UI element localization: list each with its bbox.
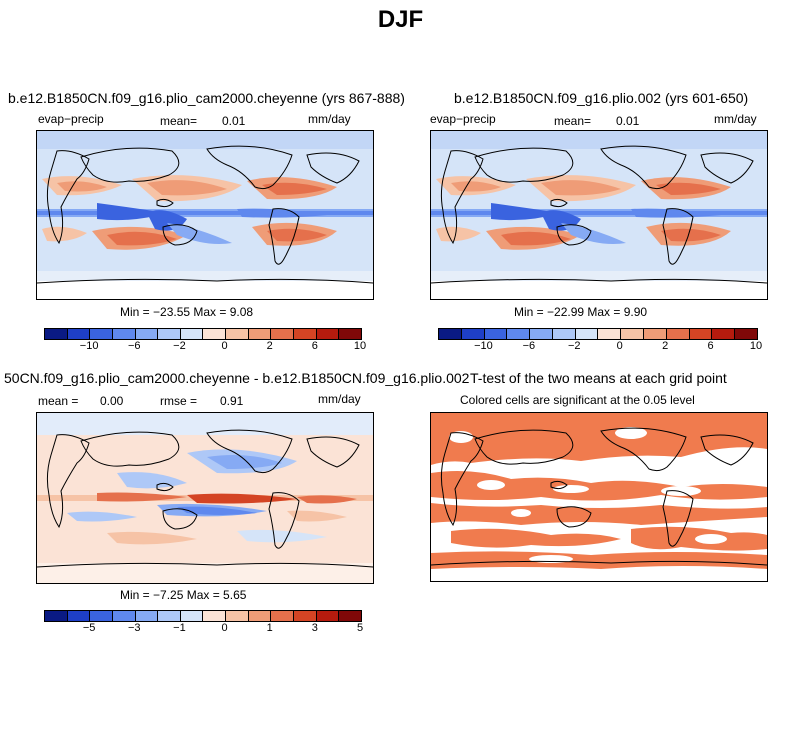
colorbar-tick-label: −2 (568, 340, 581, 352)
colorbar-swatch (45, 329, 68, 339)
colorbar-tick-label: 0 (221, 340, 228, 352)
colorbar-swatch (735, 329, 757, 339)
colorbar-swatch (180, 611, 204, 621)
panel3-rmse-value: 0.91 (220, 394, 244, 408)
colorbar-swatch (552, 329, 576, 339)
colorbar-swatch (112, 611, 136, 621)
colorbar-tick-label: −10 (79, 340, 99, 352)
colorbar-swatch (248, 329, 272, 339)
colorbar-tick-label: −1 (173, 622, 186, 634)
panel4-title: T-test of the two means at each grid poi… (470, 370, 727, 386)
panel3-title: 50CN.f09_g16.plio_cam2000.cheyenne - b.e… (4, 370, 470, 386)
colorbar-tick-label: 1 (266, 622, 273, 634)
colorbar-swatch (666, 329, 690, 339)
colorbar-tick-label: −6 (128, 340, 141, 352)
panel3-units: mm/day (318, 392, 361, 406)
colorbar-swatch (135, 329, 159, 339)
colorbar-tick-label: −6 (522, 340, 536, 352)
colorbar-tick-label: −10 (474, 340, 493, 352)
panel3-colorbar-ticks: −5 −3 −1 0 1 3 5 (44, 620, 364, 634)
colorbar-swatch (67, 611, 91, 621)
colorbar-swatch (294, 611, 317, 621)
colorbar-tick-label: 2 (662, 340, 669, 352)
colorbar-swatch (621, 329, 645, 339)
colorbar-swatch (203, 329, 227, 339)
panel1-variable: evap−precip (38, 112, 104, 126)
colorbar-swatch (439, 329, 462, 339)
colorbar-swatch (135, 611, 159, 621)
colorbar-tick-label: 6 (707, 340, 714, 352)
panel1-colorbar-ticks: −10 −6 −2 0 2 6 10 (44, 338, 366, 352)
panel2-mean-label: mean= (554, 114, 592, 128)
colorbar-swatch (90, 611, 113, 621)
colorbar-tick-label: −2 (173, 340, 186, 352)
colorbar-swatch (112, 329, 136, 339)
colorbar-swatch (339, 611, 361, 621)
colorbar-tick-label: 3 (311, 622, 318, 634)
colorbar-swatch (248, 611, 272, 621)
colorbar-swatch (158, 611, 181, 621)
panel3-rmse-label: rmse = (160, 394, 198, 408)
colorbar-swatch (158, 329, 181, 339)
panel2-variable: evap−precip (430, 112, 496, 126)
panel2-colorbar-ticks: −10 −6 −2 0 2 6 10 (438, 338, 762, 352)
colorbar-tick-label: 5 (356, 622, 364, 634)
panel3-mean-value: 0.00 (100, 394, 124, 408)
colorbar-tick-label: 10 (749, 340, 763, 352)
page-title: DJF (377, 6, 424, 33)
colorbar-swatch (180, 329, 204, 339)
colorbar-swatch (507, 329, 531, 339)
colorbar-tick-label: −5 (82, 622, 96, 634)
colorbar-swatch (461, 329, 485, 339)
colorbar-swatch (226, 611, 249, 621)
colorbar-swatch (271, 611, 295, 621)
panel3-mean-label: mean = (38, 394, 79, 408)
colorbar-swatch (598, 329, 622, 339)
panel3-map (36, 412, 374, 584)
colorbar-swatch (712, 329, 736, 339)
colorbar-swatch (689, 329, 713, 339)
colorbar-swatch (316, 329, 340, 339)
panel2-units: mm/day (714, 112, 757, 126)
colorbar-tick-label: 10 (353, 340, 367, 352)
colorbar-swatch (530, 329, 553, 339)
panel1-colorbar (44, 328, 362, 340)
panel1-title: b.e12.B1850CN.f09_g16.plio_cam2000.cheye… (8, 90, 405, 106)
panel1-minmax: Min = −23.55 Max = 9.08 (120, 305, 254, 319)
panel4-subtitle: Colored cells are significant at the 0.0… (460, 393, 695, 407)
panel3-minmax: Min = −7.25 Max = 5.65 (120, 588, 247, 602)
panel4-map (430, 412, 768, 582)
colorbar-swatch (90, 329, 113, 339)
panel1-mean-value: 0.01 (222, 114, 246, 128)
colorbar-swatch (45, 611, 68, 621)
panel2-minmax: Min = −22.99 Max = 9.90 (514, 305, 648, 319)
colorbar-swatch (644, 329, 667, 339)
colorbar-tick-label: 2 (266, 340, 273, 352)
colorbar-tick-label: 6 (311, 340, 318, 352)
panel2-mean-value: 0.01 (616, 114, 640, 128)
panel2-colorbar (438, 328, 758, 340)
colorbar-swatch (271, 329, 295, 339)
colorbar-tick-label: −3 (128, 622, 141, 634)
colorbar-swatch (294, 329, 317, 339)
colorbar-swatch (339, 329, 361, 339)
colorbar-swatch (575, 329, 599, 339)
colorbar-swatch (226, 329, 249, 339)
panel1-map (36, 130, 374, 300)
colorbar-swatch (316, 611, 340, 621)
panel1-units: mm/day (308, 112, 351, 126)
panel1-mean-label: mean= (160, 114, 198, 128)
panel3-colorbar (44, 610, 362, 622)
colorbar-tick-label: 0 (616, 340, 623, 352)
colorbar-swatch (67, 329, 91, 339)
panel2-title: b.e12.B1850CN.f09_g16.plio.002 (yrs 601-… (454, 90, 749, 106)
panel2-map (430, 130, 768, 300)
colorbar-tick-label: 0 (221, 622, 228, 634)
colorbar-swatch (203, 611, 227, 621)
colorbar-swatch (484, 329, 508, 339)
